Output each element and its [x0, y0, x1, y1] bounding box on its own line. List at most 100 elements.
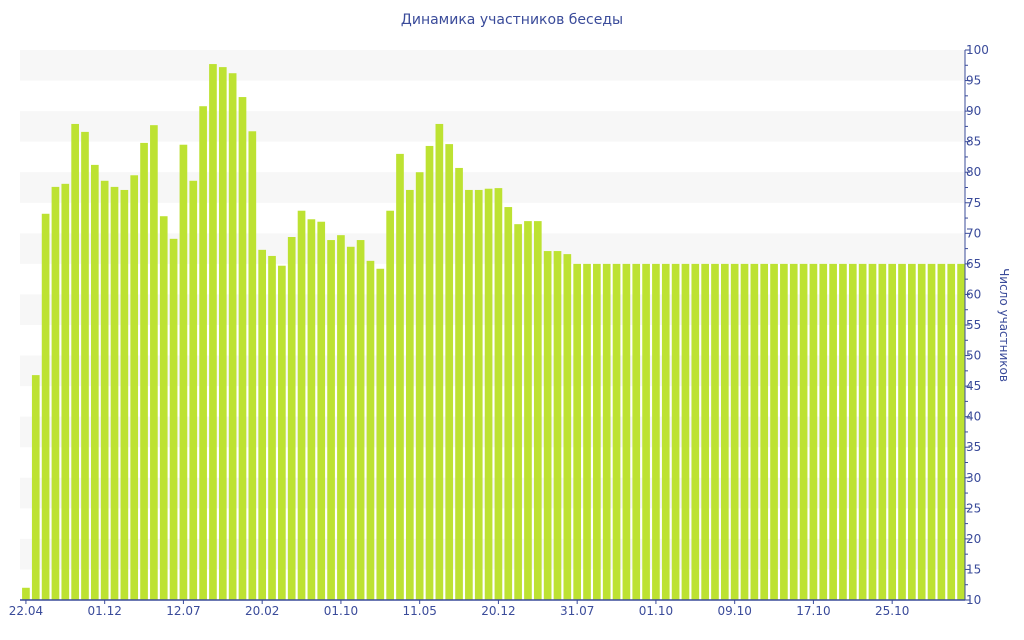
- x-tick-label: 12.07: [166, 604, 200, 618]
- bar: [770, 263, 778, 600]
- bar: [278, 265, 286, 600]
- y-tick-label: 75: [966, 196, 981, 210]
- bar: [386, 210, 394, 600]
- bar: [691, 263, 700, 600]
- y-tick-label: 100: [966, 43, 989, 57]
- y-tick-label: 95: [966, 74, 981, 88]
- bar: [474, 189, 483, 600]
- bar: [405, 189, 414, 600]
- bar: [494, 188, 503, 600]
- grid-band: [20, 50, 965, 81]
- bar: [376, 268, 385, 600]
- bar: [100, 180, 109, 600]
- y-tick-label: 20: [966, 532, 981, 546]
- bar: [908, 263, 916, 600]
- bar: [681, 263, 690, 600]
- bar: [110, 186, 119, 600]
- bar: [514, 224, 522, 600]
- bar: [543, 251, 552, 601]
- grid-band: [20, 172, 965, 203]
- bar: [760, 263, 769, 600]
- bar: [159, 216, 168, 600]
- bar: [652, 263, 660, 600]
- bar: [819, 263, 828, 600]
- x-tick-label: 09.10: [717, 604, 751, 618]
- grid-band: [20, 416, 965, 448]
- bar: [858, 263, 867, 600]
- bar: [120, 189, 129, 600]
- x-tick-label: 11.05: [402, 604, 436, 618]
- bar: [711, 263, 719, 600]
- bar: [780, 263, 788, 600]
- y-tick-label: 50: [966, 349, 981, 363]
- x-tick-label: 25.10: [875, 604, 909, 618]
- y-tick-label: 60: [966, 287, 981, 301]
- y-tick-label: 10: [966, 593, 981, 607]
- bar: [829, 263, 837, 600]
- y-tick-label: 80: [966, 165, 981, 179]
- bar: [22, 587, 30, 600]
- y-tick-label: 65: [966, 257, 981, 271]
- y-tick-label: 90: [966, 104, 981, 118]
- bar: [140, 142, 148, 600]
- bar: [130, 175, 139, 600]
- bar: [189, 180, 198, 600]
- bar: [789, 263, 798, 600]
- bar: [484, 188, 493, 600]
- bar: [81, 131, 89, 600]
- bar: [445, 144, 454, 600]
- bar: [701, 263, 709, 600]
- bar: [268, 255, 276, 600]
- bar: [563, 254, 572, 600]
- grid-band: [20, 538, 965, 570]
- bar: [750, 263, 759, 600]
- bar: [868, 263, 877, 600]
- grid-band: [20, 111, 965, 142]
- bar: [622, 263, 631, 600]
- bar: [671, 263, 680, 600]
- bar: [317, 221, 326, 600]
- bar: [179, 144, 188, 600]
- x-tick-label: 01.12: [87, 604, 121, 618]
- bar: [809, 263, 818, 600]
- x-tick-label: 20.02: [245, 604, 279, 618]
- bar: [31, 375, 40, 600]
- y-tick-label: 30: [966, 471, 981, 485]
- bar: [90, 164, 99, 600]
- bar: [228, 73, 237, 600]
- bar: [435, 123, 444, 600]
- bar: [51, 186, 60, 600]
- chart-title: Динамика участников беседы: [400, 12, 624, 28]
- y-tick-label: 25: [966, 501, 981, 515]
- grid-band: [20, 233, 965, 264]
- bar: [740, 263, 749, 600]
- bar: [612, 263, 621, 600]
- bar: [150, 125, 158, 601]
- y-tick-label: 45: [966, 379, 981, 393]
- x-tick-label: 31.07: [560, 604, 594, 618]
- bar: [878, 263, 887, 600]
- bar: [583, 263, 591, 600]
- bar: [218, 67, 227, 601]
- bar: [169, 238, 178, 601]
- bar: [524, 221, 532, 600]
- x-tick-label: 01.10: [324, 604, 358, 618]
- grid-band: [20, 355, 965, 387]
- x-tick-label: 22.04: [9, 604, 43, 618]
- bar: [720, 263, 729, 600]
- bar: [888, 263, 897, 600]
- y-tick-label: 15: [966, 562, 981, 576]
- bar: [927, 263, 936, 600]
- bar: [573, 263, 582, 600]
- bar: [366, 260, 375, 600]
- y-tick-label: 55: [966, 318, 981, 332]
- grid-band: [20, 294, 965, 325]
- grid-band: [20, 477, 965, 509]
- y-tick-label: 70: [966, 226, 981, 240]
- bar: [898, 263, 906, 600]
- bar: [415, 172, 424, 600]
- bar: [199, 106, 207, 600]
- bar: [238, 97, 247, 601]
- bar: [947, 263, 956, 600]
- bar: [287, 237, 296, 600]
